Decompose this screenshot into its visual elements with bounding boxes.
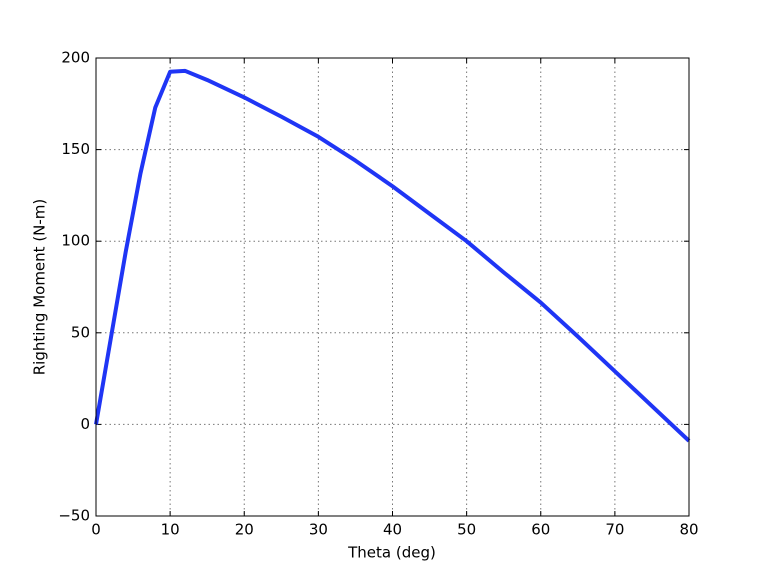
x-tick-label: 50 [457, 521, 476, 539]
y-tick-label: −50 [58, 507, 90, 525]
x-tick-label: 10 [161, 521, 180, 539]
x-tick-label: 30 [309, 521, 328, 539]
x-tick-label: 40 [383, 521, 402, 539]
y-tick-label: 100 [61, 232, 90, 250]
x-tick-label: 0 [91, 521, 101, 539]
x-tick-label: 60 [531, 521, 550, 539]
y-tick-label: 0 [80, 415, 90, 433]
x-tick-label: 70 [605, 521, 624, 539]
data-line [94, 68, 691, 443]
y-axis-label: Righting Moment (N-m) [31, 199, 49, 376]
x-axis-label: Theta (deg) [347, 544, 436, 562]
y-tick-label: 50 [71, 323, 90, 341]
y-tick-label: 200 [61, 49, 90, 67]
plot-frame [95, 57, 690, 517]
x-tick-label: 80 [679, 521, 698, 539]
y-tick-label: 150 [61, 140, 90, 158]
x-tick-label: 20 [235, 521, 254, 539]
